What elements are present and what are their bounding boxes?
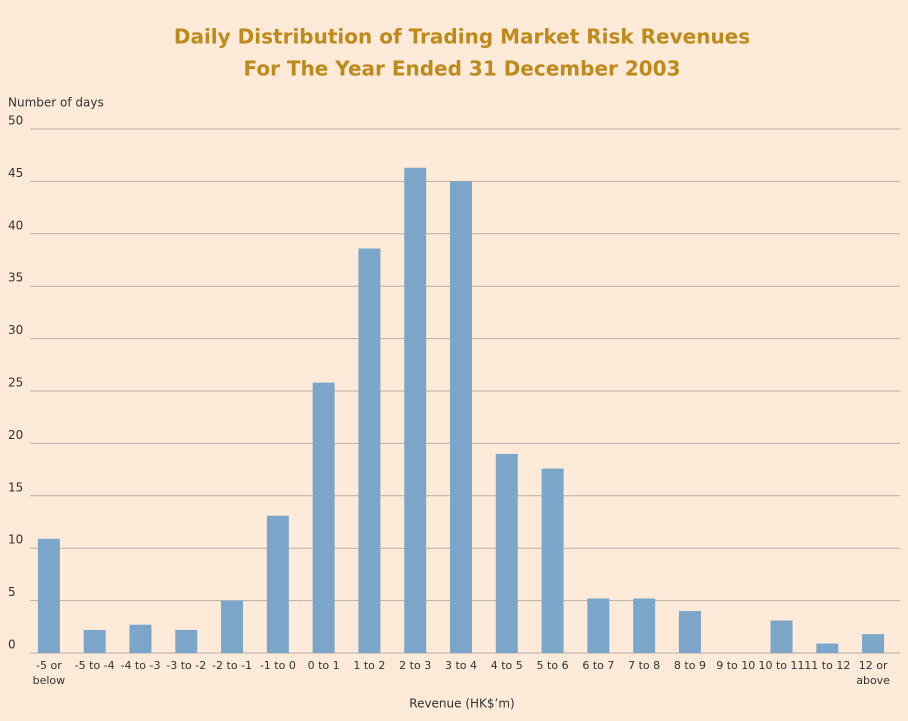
- y-tick-label: 45: [8, 166, 23, 180]
- chart-subtitle: For The Year Ended 31 December 2003: [243, 57, 680, 81]
- bar: [312, 382, 335, 653]
- x-tick-label: -5 or below: [32, 659, 66, 687]
- y-tick-label: 50: [8, 114, 23, 128]
- x-tick-label: 2 to 3: [399, 659, 432, 672]
- bar: [816, 643, 839, 653]
- bar: [404, 167, 427, 653]
- y-tick-label: 40: [8, 218, 23, 232]
- bar: [129, 624, 152, 653]
- bar: [495, 453, 518, 653]
- x-tick-label: 8 to 9: [673, 659, 706, 672]
- bar: [633, 598, 656, 653]
- y-tick-label: 15: [8, 480, 23, 494]
- x-tick-label: 7 to 8: [628, 659, 661, 672]
- x-tick-label: -4 to -3: [120, 659, 161, 672]
- x-tick-label: 1 to 2: [353, 659, 386, 672]
- y-tick-label: 30: [8, 323, 23, 337]
- x-tick-label: 3 to 4: [444, 659, 478, 672]
- x-tick-label: -3 to -2: [166, 659, 207, 672]
- x-tick-label: 10 to 11: [758, 659, 805, 672]
- bar: [175, 629, 198, 653]
- bar: [358, 248, 381, 654]
- y-tick-label: 0: [8, 638, 16, 652]
- y-tick-label: 35: [8, 271, 23, 285]
- y-tick-label: 5: [8, 585, 16, 599]
- bar: [587, 598, 610, 653]
- bar: [83, 629, 106, 653]
- x-axis-label: Revenue (HK$’m): [409, 697, 514, 711]
- bar: [541, 468, 564, 653]
- x-tick-label: 0 to 1: [307, 659, 340, 672]
- x-tick-label: 4 to 5: [490, 659, 523, 672]
- bar: [221, 600, 244, 653]
- bar: [450, 181, 472, 653]
- y-tick-label: 25: [8, 376, 23, 390]
- bar: [770, 620, 793, 653]
- y-tick-label: 10: [8, 533, 23, 547]
- bar: [37, 538, 60, 653]
- x-tick-label: 12 or above: [856, 659, 890, 687]
- y-tick-label: 20: [8, 428, 23, 442]
- x-tick-label: -2 to -1: [212, 659, 253, 672]
- x-tick-label: 5 to 6: [536, 659, 569, 672]
- x-tick-label: -5 to -4: [74, 659, 115, 672]
- x-tick-label: 6 to 7: [582, 659, 615, 672]
- chart-title: Daily Distribution of Trading Market Ris…: [174, 25, 750, 49]
- bar: [266, 515, 289, 653]
- x-tick-label: -1 to 0: [259, 659, 296, 672]
- bar: [862, 634, 885, 653]
- x-tick-label: 9 to 10: [716, 659, 756, 672]
- bar: [678, 611, 701, 653]
- x-tick-label: 11 to 12: [804, 659, 851, 672]
- y-axis-label: Number of days: [8, 96, 104, 110]
